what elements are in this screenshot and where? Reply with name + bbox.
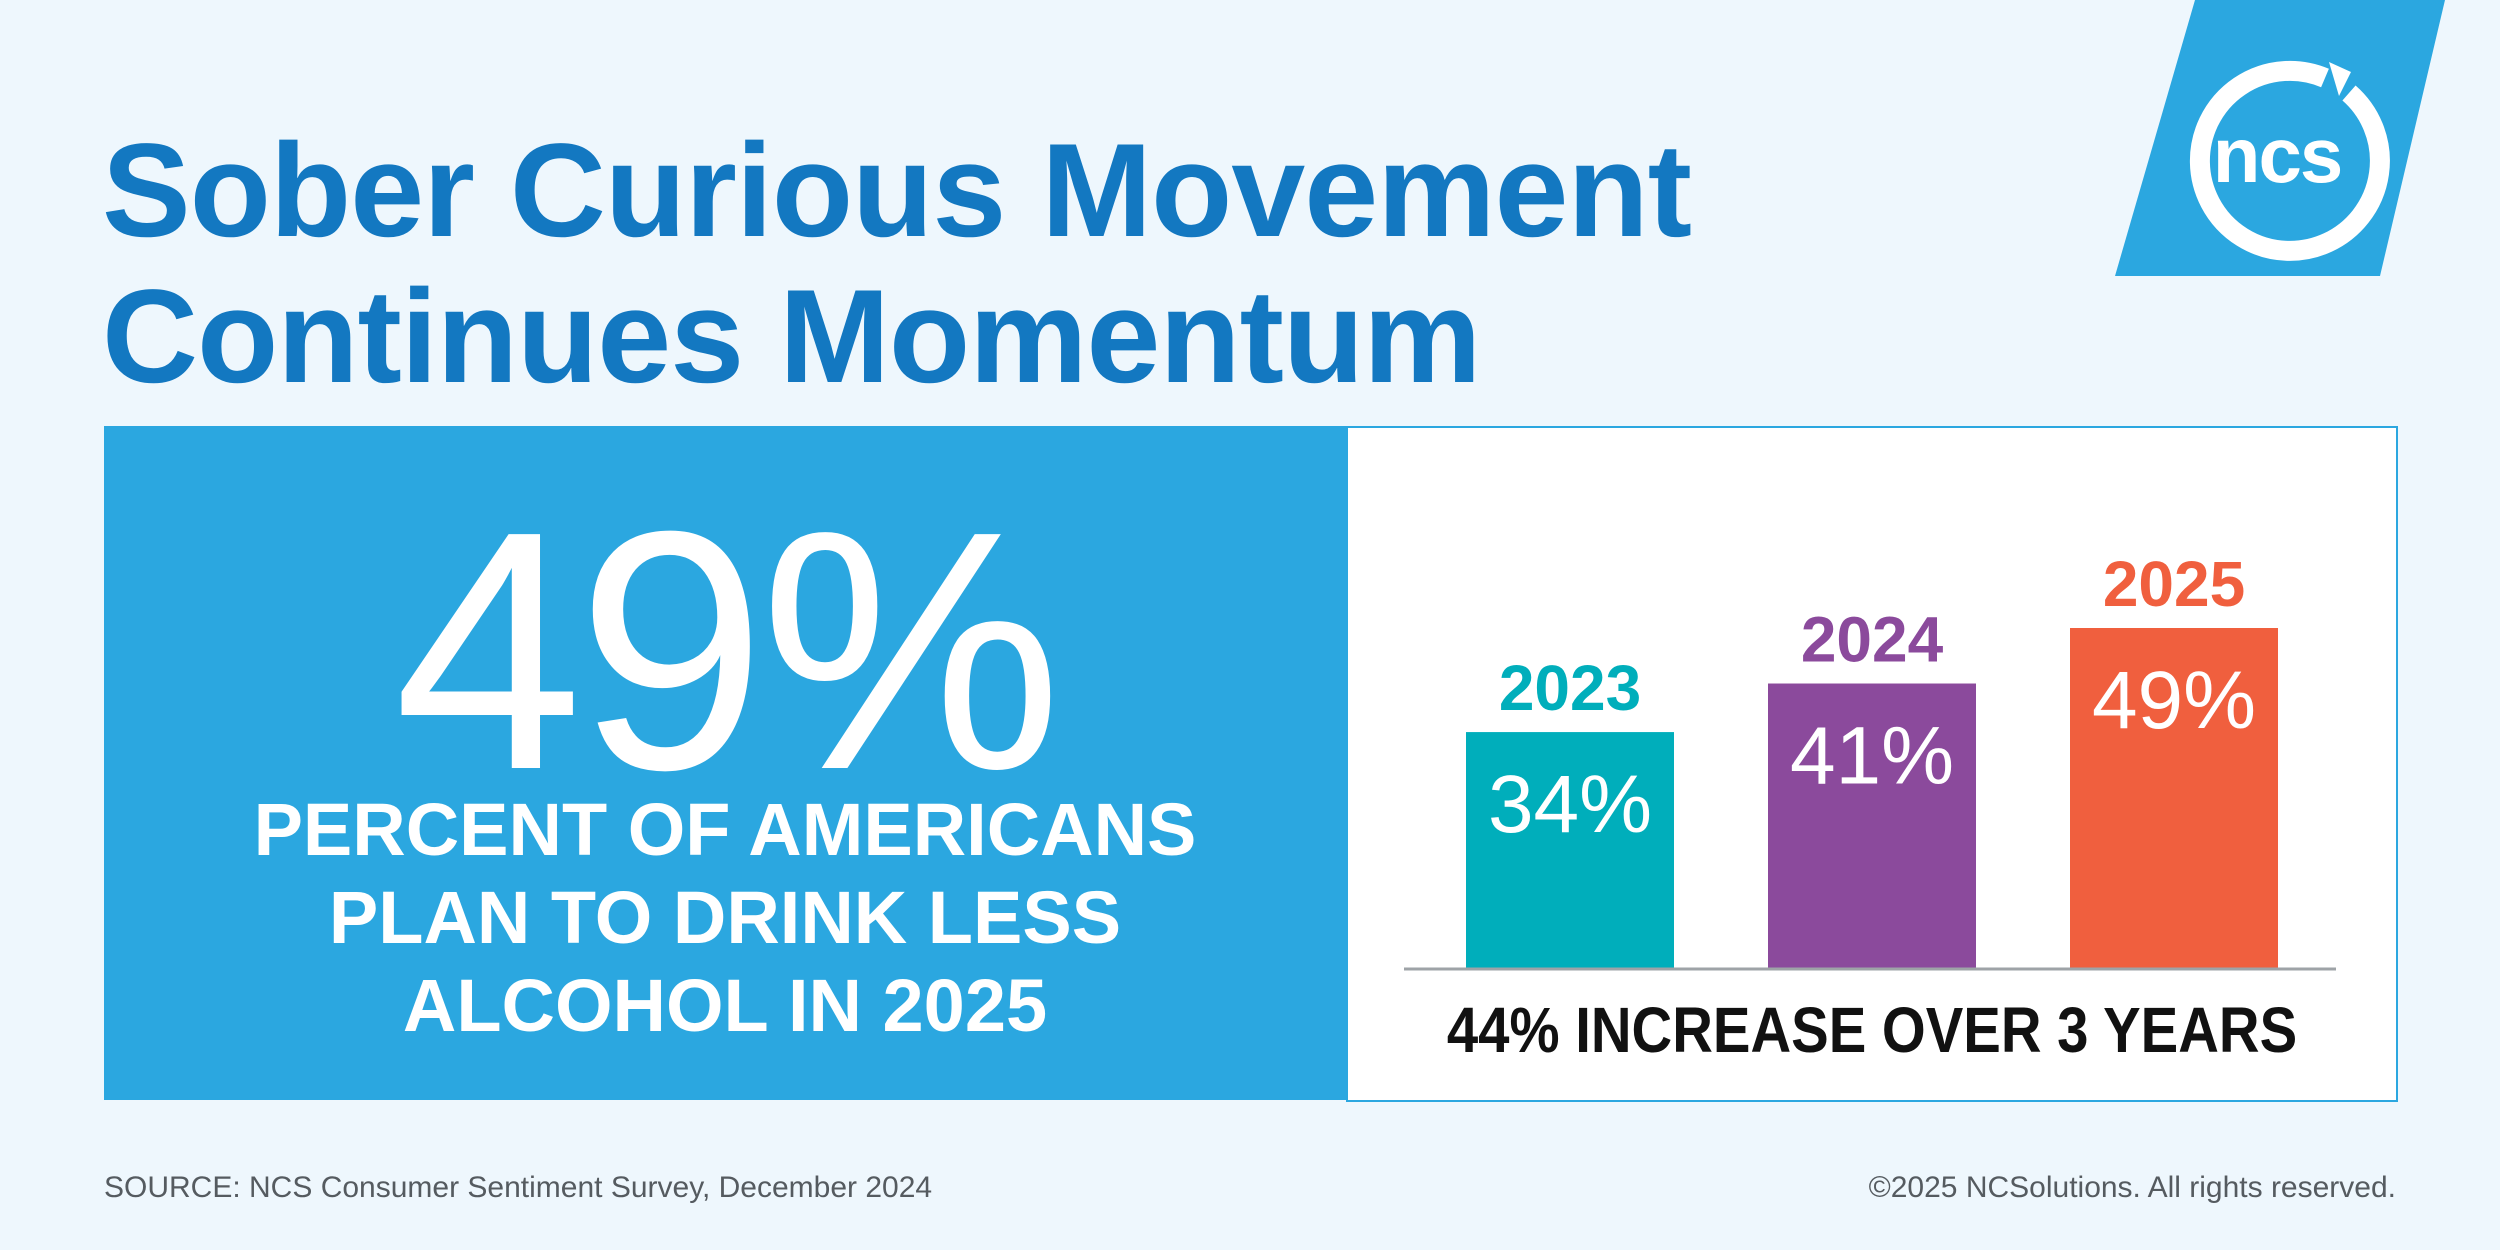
logo-registered-mark: ®	[2316, 239, 2328, 256]
bar-2023	[1466, 732, 1674, 968]
logo-ring-arrow-icon	[2329, 62, 2351, 96]
source-note: SOURCE: NCS Consumer Sentiment Survey, D…	[104, 1171, 933, 1204]
stat-description: PERCENT OF AMERICANS PLAN TO DRINK LESS …	[104, 786, 1346, 1050]
stat-line-1: PERCENT OF AMERICANS	[253, 788, 1197, 871]
ncs-logo: ncs ®	[2115, 0, 2445, 280]
chart-panel: 2023 34% 2024 41% 2025 49% 44% INCREASE OVER …	[1346, 426, 2398, 1102]
chart-annotation: 44% INCREASE OVER 3 YEARS	[1446, 994, 2298, 1066]
value-label-2023: 34%	[1488, 759, 1652, 850]
title-line-2: Continues Momentum	[102, 263, 1481, 411]
page-title: Sober Curious Movement Continues Momentu…	[102, 117, 1692, 411]
category-label-2023: 2023	[1499, 652, 1641, 724]
category-label-2024: 2024	[1801, 604, 1944, 676]
bar-2024	[1768, 683, 1976, 968]
title-line-1: Sober Curious Movement	[102, 117, 1692, 265]
copyright-note: ©2025 NCSolutions. All rights reserved.	[1868, 1171, 2396, 1204]
logo-text: ncs	[2213, 111, 2341, 199]
value-label-2025: 49%	[2092, 655, 2256, 746]
highlight-panel: 49% PERCENT OF AMERICANS PLAN TO DRINK L…	[104, 426, 1346, 1100]
stat-line-3: ALCOHOL IN 2025	[402, 964, 1048, 1047]
value-label-2024: 41%	[1790, 711, 1954, 802]
logo-ring-icon	[2189, 60, 2390, 261]
stat-line-2: PLAN TO DRINK LESS	[328, 876, 1122, 959]
bar-2025	[2070, 628, 2278, 968]
big-stat-value: 49%	[393, 461, 1063, 841]
category-label-2025: 2025	[2103, 548, 2245, 620]
bar-chart: 2023 34% 2024 41% 2025 49%	[1404, 548, 2336, 971]
